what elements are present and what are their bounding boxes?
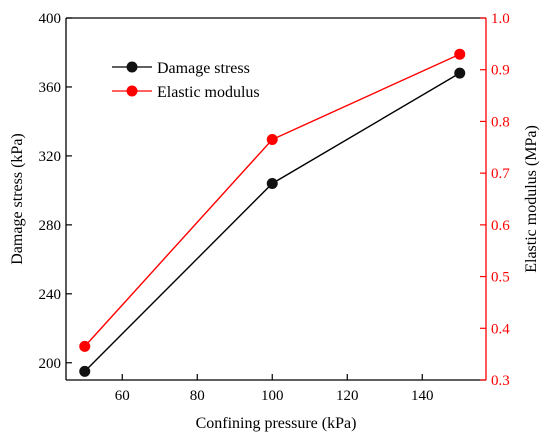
right-tick-label: 0.5 [491,270,510,286]
right-tick-label: 1.0 [491,11,510,27]
right-tick-label: 0.6 [491,218,510,234]
x-tick-label: 140 [411,388,434,404]
legend-marker-elastic-modulus [126,85,138,97]
x-axis-label: Confining pressure (kPa) [196,415,357,432]
data-point-elastic-modulus [266,134,278,146]
series-line-elastic-modulus [84,53,461,347]
right-axis-label: Elastic modulus (MPa) [523,125,540,273]
right-tick-label: 0.9 [491,63,510,79]
x-tick-label: 80 [190,388,205,404]
left-tick-label: 320 [39,149,62,165]
left-tick-label: 400 [39,11,62,27]
right-axis-ticks: 0.3 0.4 0.5 0.6 0.7 0.8 0.9 1.0 [480,11,510,389]
series-line-damage-stress [84,72,461,372]
left-tick-label: 200 [39,356,62,372]
left-axis-ticks: 200 240 280 320 360 400 [39,11,72,372]
right-tick-label: 0.8 [491,114,510,130]
x-axis-ticks: 60 80 100 120 140 [115,374,434,404]
left-tick-label: 280 [39,218,62,234]
series-layer [79,48,466,377]
right-tick-label: 0.7 [491,166,510,182]
legend-label-elastic-modulus: Elastic modulus [157,84,260,101]
data-point-damage-stress [454,67,466,79]
legend: Damage stress Elastic modulus [112,60,260,101]
data-point-damage-stress [79,365,91,377]
right-tick-label: 0.4 [491,321,510,337]
right-tick-label: 0.3 [491,373,510,389]
x-tick-label: 120 [336,388,359,404]
data-point-damage-stress [266,177,278,189]
x-tick-label: 100 [261,388,284,404]
legend-marker-damage-stress [126,61,138,73]
x-tick-label: 60 [115,388,130,404]
legend-label-damage-stress: Damage stress [157,60,250,77]
plot-frame [65,17,487,381]
left-tick-label: 240 [39,287,62,303]
left-tick-label: 360 [39,80,62,96]
left-axis-label: Damage stress (kPa) [9,133,26,265]
data-point-elastic-modulus [79,340,91,352]
data-point-elastic-modulus [454,48,466,60]
